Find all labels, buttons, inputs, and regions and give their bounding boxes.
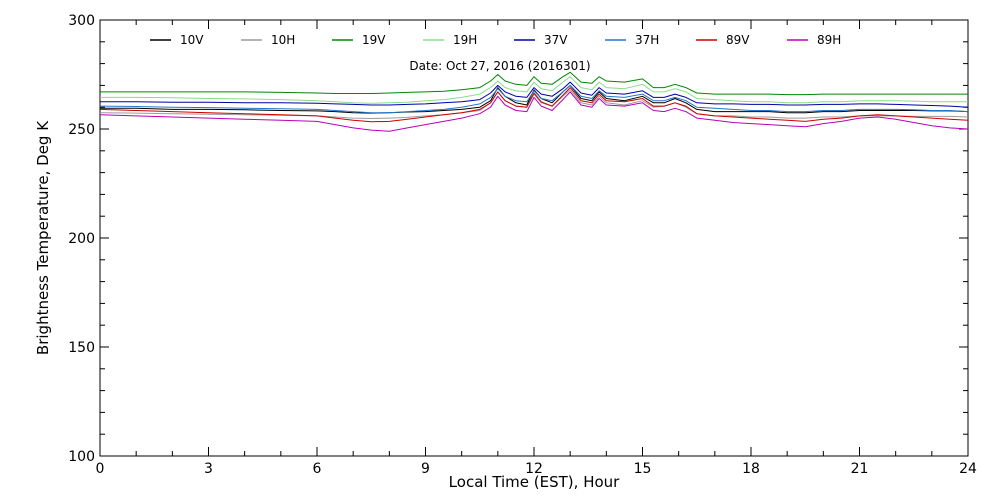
x-tick-label: 3 [204,461,213,477]
x-tick-label: 12 [525,461,543,477]
y-tick-label: 250 [68,122,95,138]
x-tick-label: 18 [742,461,760,477]
y-tick-label: 100 [68,449,95,465]
x-tick-label: 6 [313,461,322,477]
legend-label-37v: 37V [544,33,568,47]
legend-label-37h: 37H [635,33,659,47]
plot-frame [99,19,969,457]
y-axis-label: Brightness Temperature, Deg K [34,120,52,355]
legend-label-19v: 19V [362,33,386,47]
series-line-37h [99,84,969,114]
legend-label-89v: 89V [726,33,750,47]
series-line-89v [99,87,969,123]
axis-ticks: 0 3 6 9 12 15 18 21 24 100 150 200 250 300 [68,13,977,477]
x-tick-label: 9 [421,461,430,477]
legend-label-10h: 10H [271,33,295,47]
series-line-89h [99,91,969,132]
y-tick-label: 150 [68,340,95,356]
x-axis-label: Local Time (EST), Hour [449,473,620,491]
series-line-19h [100,76,968,104]
legend-label-89h: 89H [817,33,841,47]
series-line-19v [100,71,968,96]
series-line-37v [100,81,969,108]
legend-label-10v: 10V [180,33,204,47]
y-tick-label: 200 [68,231,95,247]
legend: 10V 10H 19V 19H 37V 37H 89V 89H [150,33,841,47]
chart-annotation: Date: Oct 27, 2016 (2016301) [409,59,590,73]
legend-label-19h: 19H [453,33,477,47]
series-line-10h [99,89,969,119]
series-lines [99,71,969,132]
x-tick-label: 15 [634,461,652,477]
x-tick-label: 0 [96,461,105,477]
series-line-10v [100,84,969,114]
x-tick-label: 21 [851,461,869,477]
y-tick-label: 300 [68,13,95,29]
x-tick-label: 24 [959,461,977,477]
